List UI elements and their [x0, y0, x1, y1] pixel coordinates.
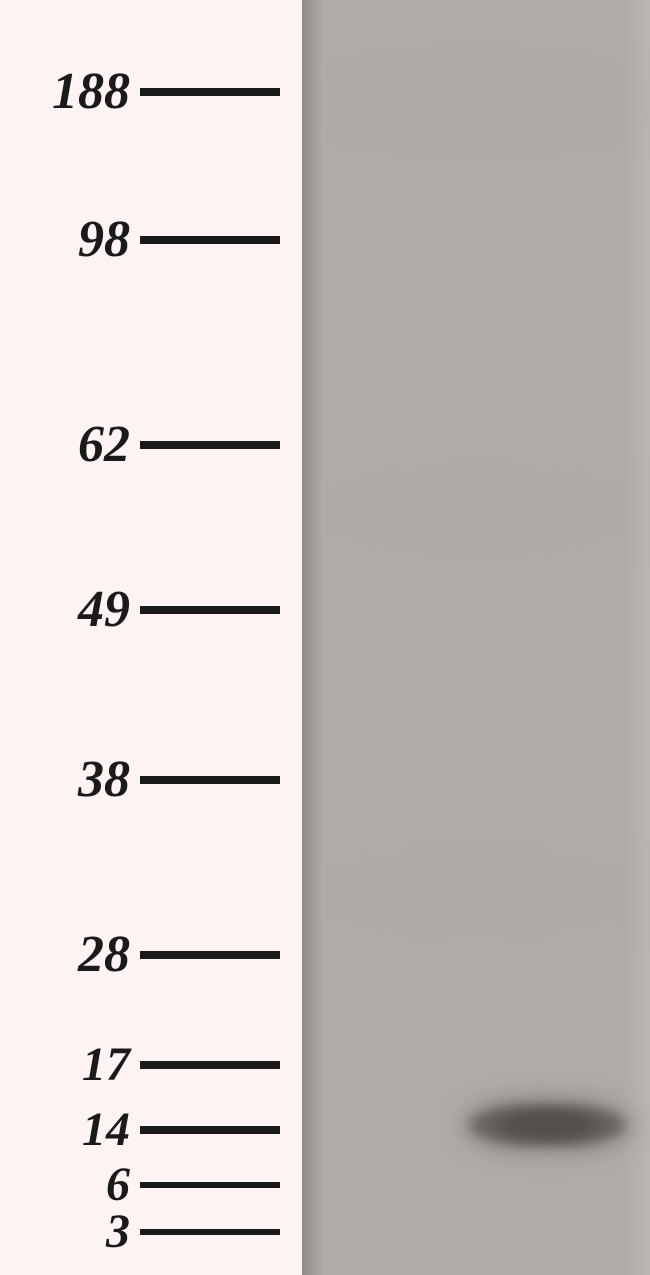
- mw-label-14: 14: [0, 1106, 130, 1154]
- mw-label-49: 49: [0, 584, 130, 636]
- mw-label-38: 38: [0, 754, 130, 806]
- mw-tick-49: [140, 606, 280, 614]
- mw-label-3: 3: [0, 1208, 130, 1256]
- mw-label-62: 62: [0, 419, 130, 471]
- mw-tick-38: [140, 776, 280, 784]
- mw-tick-62: [140, 441, 280, 449]
- protein-band: [470, 1104, 625, 1146]
- mw-tick-14: [140, 1126, 280, 1134]
- mw-tick-188: [140, 88, 280, 96]
- mw-tick-6: [140, 1182, 280, 1188]
- mw-label-6: 6: [0, 1161, 130, 1209]
- mw-tick-3: [140, 1229, 280, 1235]
- mw-tick-98: [140, 236, 280, 244]
- mw-label-188: 188: [0, 66, 130, 118]
- mw-tick-17: [140, 1061, 280, 1069]
- mw-label-98: 98: [0, 214, 130, 266]
- mw-tick-28: [140, 951, 280, 959]
- blot-membrane: [302, 0, 650, 1275]
- mw-label-28: 28: [0, 929, 130, 981]
- mw-label-17: 17: [0, 1041, 130, 1089]
